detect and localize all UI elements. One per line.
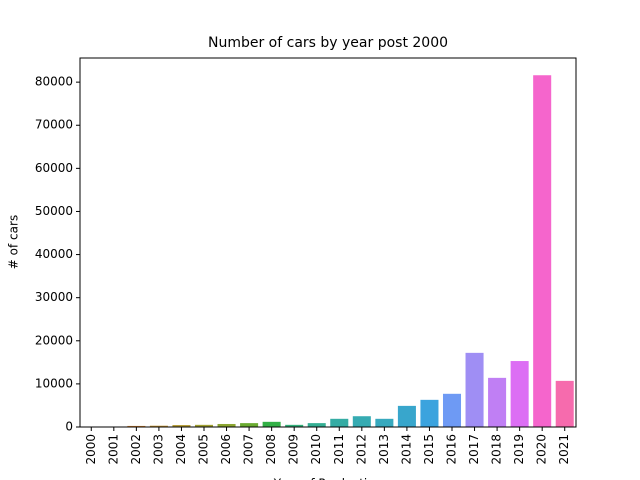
bar [240, 423, 259, 427]
bar [420, 399, 439, 427]
bar [217, 423, 236, 427]
bar [262, 421, 281, 427]
y-axis-label: # of cars [7, 215, 21, 269]
x-tick-label: 2007 [242, 434, 256, 465]
y-tick-label: 40000 [35, 247, 73, 261]
bar [285, 424, 304, 427]
bar [488, 377, 507, 427]
bar [307, 423, 326, 427]
bar [510, 361, 529, 427]
x-tick-label: 2018 [490, 434, 504, 465]
x-tick-label: 2001 [106, 434, 120, 465]
x-tick-label: 2002 [129, 434, 143, 465]
chart-title: Number of cars by year post 2000 [208, 35, 448, 51]
bar [533, 75, 552, 428]
x-tick-label: 2017 [467, 434, 481, 465]
y-tick-label: 20000 [35, 333, 73, 347]
y-tick-label: 50000 [35, 204, 73, 218]
bar [330, 418, 349, 427]
x-tick-label: 2009 [287, 434, 301, 465]
bar [127, 425, 146, 427]
x-tick-label: 2006 [219, 434, 233, 465]
x-tick-label: 2015 [422, 434, 436, 465]
y-tick-label: 10000 [35, 376, 73, 390]
x-tick-label: 2012 [354, 434, 368, 465]
bar [442, 393, 462, 427]
y-tick-label: 30000 [35, 290, 73, 304]
x-tick-label: 2005 [197, 434, 211, 465]
bar [194, 424, 214, 427]
y-tick-label: 70000 [35, 118, 73, 132]
x-tick-label: 2019 [512, 434, 526, 465]
y-tick-label: 80000 [35, 75, 73, 89]
y-tick-label: 0 [65, 420, 73, 434]
bar [555, 380, 574, 427]
x-tick-label: 2016 [445, 434, 459, 465]
bar [397, 405, 416, 427]
x-tick-label: 2004 [174, 434, 188, 465]
bar [375, 418, 394, 427]
bar [352, 416, 371, 427]
plot-frame [79, 57, 577, 428]
x-tick-label: 2021 [557, 434, 571, 465]
x-tick-label: 2011 [332, 434, 346, 465]
x-tick-label: 2020 [535, 434, 549, 465]
y-tick-label: 60000 [35, 161, 73, 175]
bar [149, 425, 168, 427]
x-tick-label: 2003 [151, 434, 165, 465]
x-tick-label: 2013 [377, 434, 391, 465]
x-axis-label: Year of Production [273, 477, 382, 480]
x-tick-label: 2000 [84, 434, 98, 465]
x-tick-label: 2008 [264, 434, 278, 465]
bar [172, 425, 191, 427]
x-tick-label: 2010 [309, 434, 323, 465]
x-tick-label: 2014 [399, 434, 413, 465]
bar [465, 352, 484, 427]
